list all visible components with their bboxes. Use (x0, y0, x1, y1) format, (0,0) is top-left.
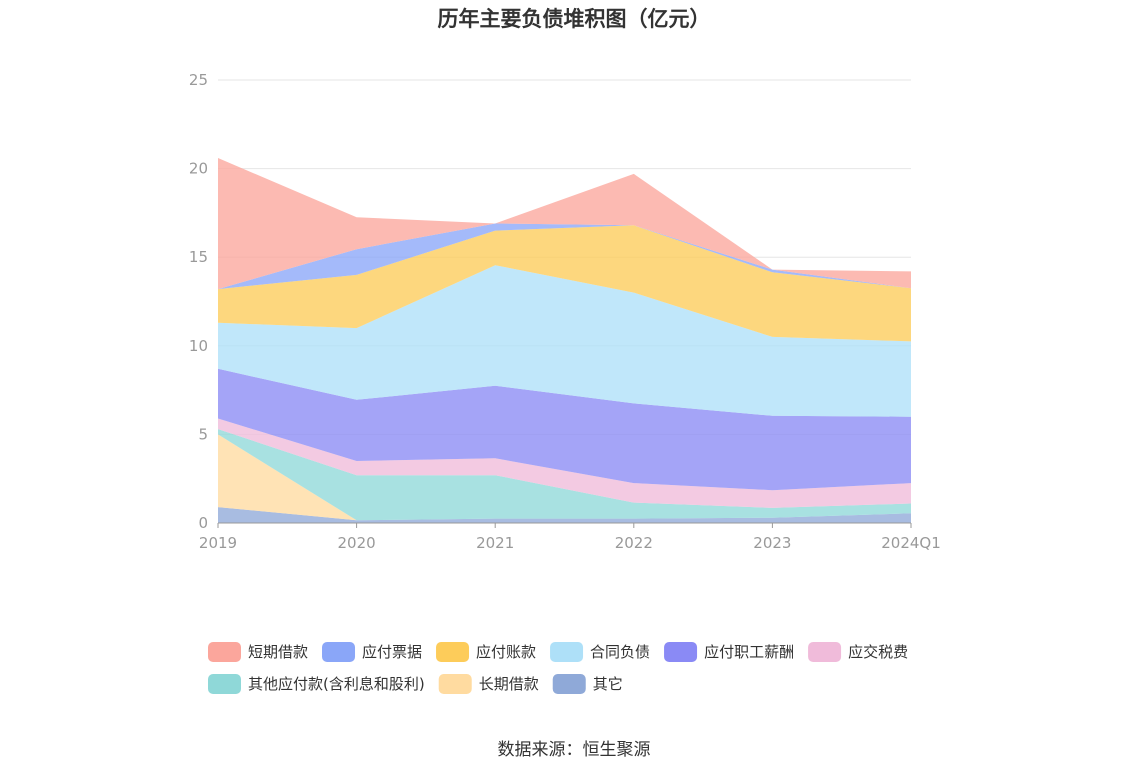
y-tick-label: 0 (198, 514, 208, 532)
area-3 (218, 429, 911, 521)
legend-label: 其他应付款(含利息和股利) (248, 675, 425, 693)
y-tick-label: 15 (189, 248, 208, 266)
area-7 (218, 225, 911, 342)
x-tick-label: 2022 (615, 534, 653, 552)
x-tick-labels: 2019 2020 2021 2022 2023 2024Q1 (199, 534, 941, 552)
area-6 (218, 265, 911, 417)
legend-label: 短期借款 (248, 643, 308, 661)
chart-title: 历年主要负债堆积图（亿元） (438, 7, 711, 31)
data-source: 数据来源：恒生聚源 (498, 740, 651, 760)
x-tick-label: 2024Q1 (881, 534, 941, 552)
area-5 (218, 368, 911, 491)
y-tick-label: 20 (189, 160, 208, 178)
legend-item[interactable]: 长期借款 (438, 674, 539, 694)
area-series (218, 158, 911, 523)
legend-label: 应付职工薪酬 (704, 643, 794, 661)
area-4 (218, 418, 911, 508)
y-tick-label: 10 (189, 337, 208, 355)
legend-swatch (208, 642, 241, 662)
legend-swatch (436, 642, 470, 662)
legend-swatch (208, 674, 241, 694)
y-tick-label: 25 (189, 71, 208, 89)
legend-swatch (550, 642, 584, 662)
legend-item[interactable]: 应交税费 (808, 642, 908, 662)
axes (217, 522, 912, 528)
legend-item[interactable]: 应付职工薪酬 (664, 642, 794, 662)
legend-item[interactable]: 其它 (552, 674, 623, 694)
legend-label: 应付账款 (476, 643, 536, 661)
legend-label: 长期借款 (479, 675, 539, 693)
legend-item[interactable]: 合同负债 (550, 642, 650, 662)
legend-label: 应交税费 (848, 643, 908, 661)
x-tick-label: 2019 (199, 534, 237, 552)
x-tick-label: 2023 (753, 534, 791, 552)
x-tick-label: 2020 (338, 534, 376, 552)
legend-swatch (322, 642, 356, 662)
legend-swatch (808, 642, 842, 662)
legend-label: 其它 (593, 675, 623, 693)
legend-item[interactable]: 应付账款 (436, 642, 536, 662)
legend-label: 合同负债 (590, 643, 650, 661)
area-9 (218, 158, 911, 290)
x-tick-label: 2021 (476, 534, 514, 552)
legend-label: 应付票据 (362, 643, 422, 661)
area-2 (218, 434, 911, 521)
legend-item[interactable]: 短期借款 (208, 642, 308, 662)
y-tick-labels: 0 5 10 15 20 25 (189, 71, 208, 532)
area-1 (218, 507, 911, 523)
legend-swatch (552, 674, 586, 694)
legend-swatch (664, 642, 698, 662)
area-8 (218, 223, 911, 290)
legend-swatch (438, 674, 472, 694)
y-tick-label: 5 (198, 425, 208, 443)
legend-item[interactable]: 应付票据 (322, 642, 422, 662)
legend-item[interactable]: 其他应付款(含利息和股利) (208, 674, 425, 694)
